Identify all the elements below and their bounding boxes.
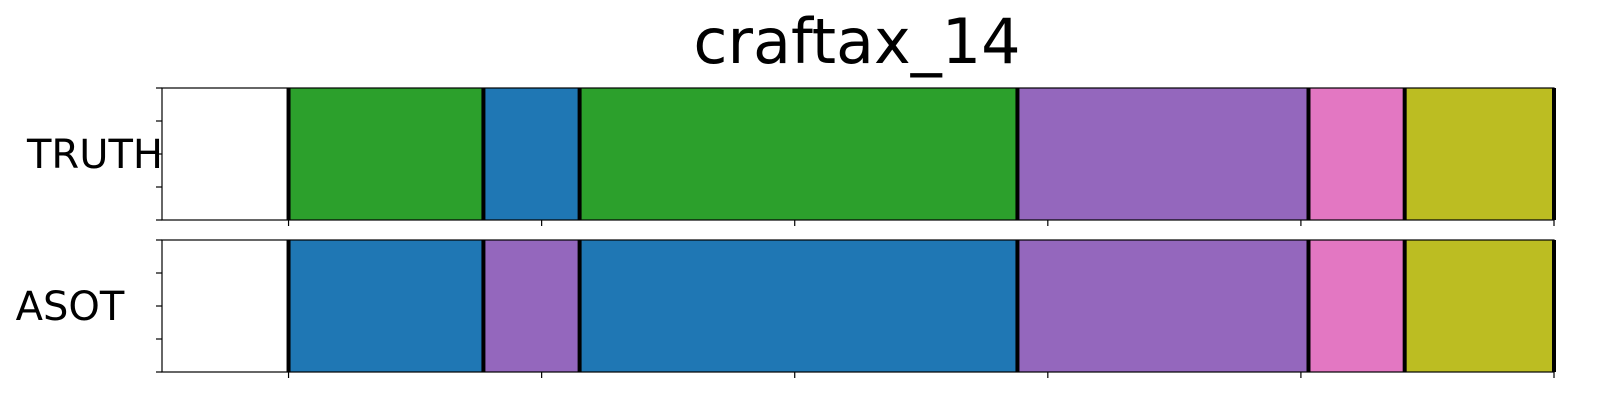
chart-rows: TRUTH ASOT	[16, 87, 1556, 378]
segment-5	[1308, 88, 1405, 220]
segment-6	[1404, 88, 1554, 220]
segment-4	[1017, 88, 1309, 220]
segment-4	[1017, 240, 1309, 372]
segment-6	[1404, 240, 1554, 372]
segment-3	[579, 88, 1018, 220]
row-asot: ASOT	[16, 239, 1556, 378]
segment-2	[483, 88, 580, 220]
row-label: ASOT	[16, 284, 125, 330]
chart-title: craftax_14	[693, 5, 1020, 78]
segment-5	[1308, 240, 1405, 372]
segment-3	[579, 240, 1018, 372]
segment-1	[288, 240, 484, 372]
row-label: TRUTH	[26, 132, 163, 178]
segment-2	[483, 240, 580, 372]
segment-1	[288, 88, 484, 220]
row-truth: TRUTH	[26, 87, 1556, 226]
